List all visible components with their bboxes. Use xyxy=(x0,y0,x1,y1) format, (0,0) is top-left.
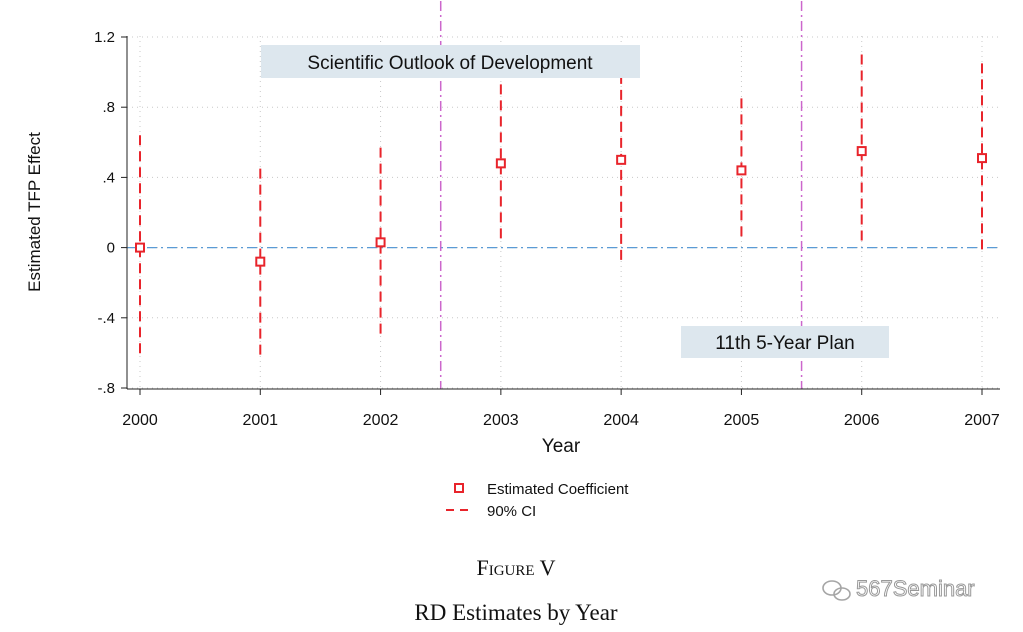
ci-series xyxy=(139,54,983,359)
annotation-box-11th-plan xyxy=(681,326,889,358)
point-2007 xyxy=(977,153,987,164)
x-tick-label-2000: 2000 xyxy=(122,412,158,429)
point-2000 xyxy=(135,242,145,253)
annotation-box-scientific-outlook xyxy=(261,45,640,78)
point-2001 xyxy=(255,256,266,267)
figure-label: Figure V xyxy=(476,555,555,580)
x-tick-label-2007: 2007 xyxy=(964,412,1000,429)
y-tick-label-1: .8 xyxy=(102,99,115,116)
point-2003 xyxy=(495,158,506,169)
x-tick-label-2001: 2001 xyxy=(242,412,278,429)
wechat-icon xyxy=(822,580,851,601)
y-axis-title: Estimated TFP Effect xyxy=(25,132,44,292)
x-tick-label-2003: 2003 xyxy=(483,412,519,429)
y-tick-label-5: -.8 xyxy=(97,380,115,397)
x-tick-label-2005: 2005 xyxy=(724,412,760,429)
watermark-text: 567Seminar xyxy=(856,576,975,601)
legend-label-coefficient: Estimated Coefficient xyxy=(487,481,629,498)
watermark: 567Seminar xyxy=(822,576,975,602)
point-2006 xyxy=(856,146,867,157)
x-ticks: 2000 2001 2002 2003 2004 2005 2006 2007 xyxy=(122,389,1000,429)
y-tick-label-3: 0 xyxy=(107,240,115,257)
x-tick-label-2002: 2002 xyxy=(363,412,399,429)
point-2005 xyxy=(736,165,747,176)
y-tick-label-4: -.4 xyxy=(97,310,115,327)
point-2004 xyxy=(616,154,627,165)
figure-title: RD Estimates by Year xyxy=(414,600,618,625)
legend-marker-coefficient xyxy=(454,483,464,493)
annotation-11th-plan: 11th 5-Year Plan xyxy=(715,333,854,354)
legend: Estimated Coefficient 90% CI xyxy=(446,481,629,520)
y-tick-label-2: .4 xyxy=(102,169,115,186)
y-ticks: 1.2 .8 .4 0 -.4 -.8 xyxy=(94,29,127,397)
annotation-scientific-outlook: Scientific Outlook of Development xyxy=(307,53,593,74)
x-tick-label-2004: 2004 xyxy=(603,412,639,429)
point-2002 xyxy=(375,237,386,248)
y-tick-label-0: 1.2 xyxy=(94,29,115,46)
x-axis-title: Year xyxy=(542,436,581,457)
coefficient-series xyxy=(135,146,987,267)
x-tick-label-2006: 2006 xyxy=(844,412,880,429)
legend-label-ci: 90% CI xyxy=(487,503,536,520)
